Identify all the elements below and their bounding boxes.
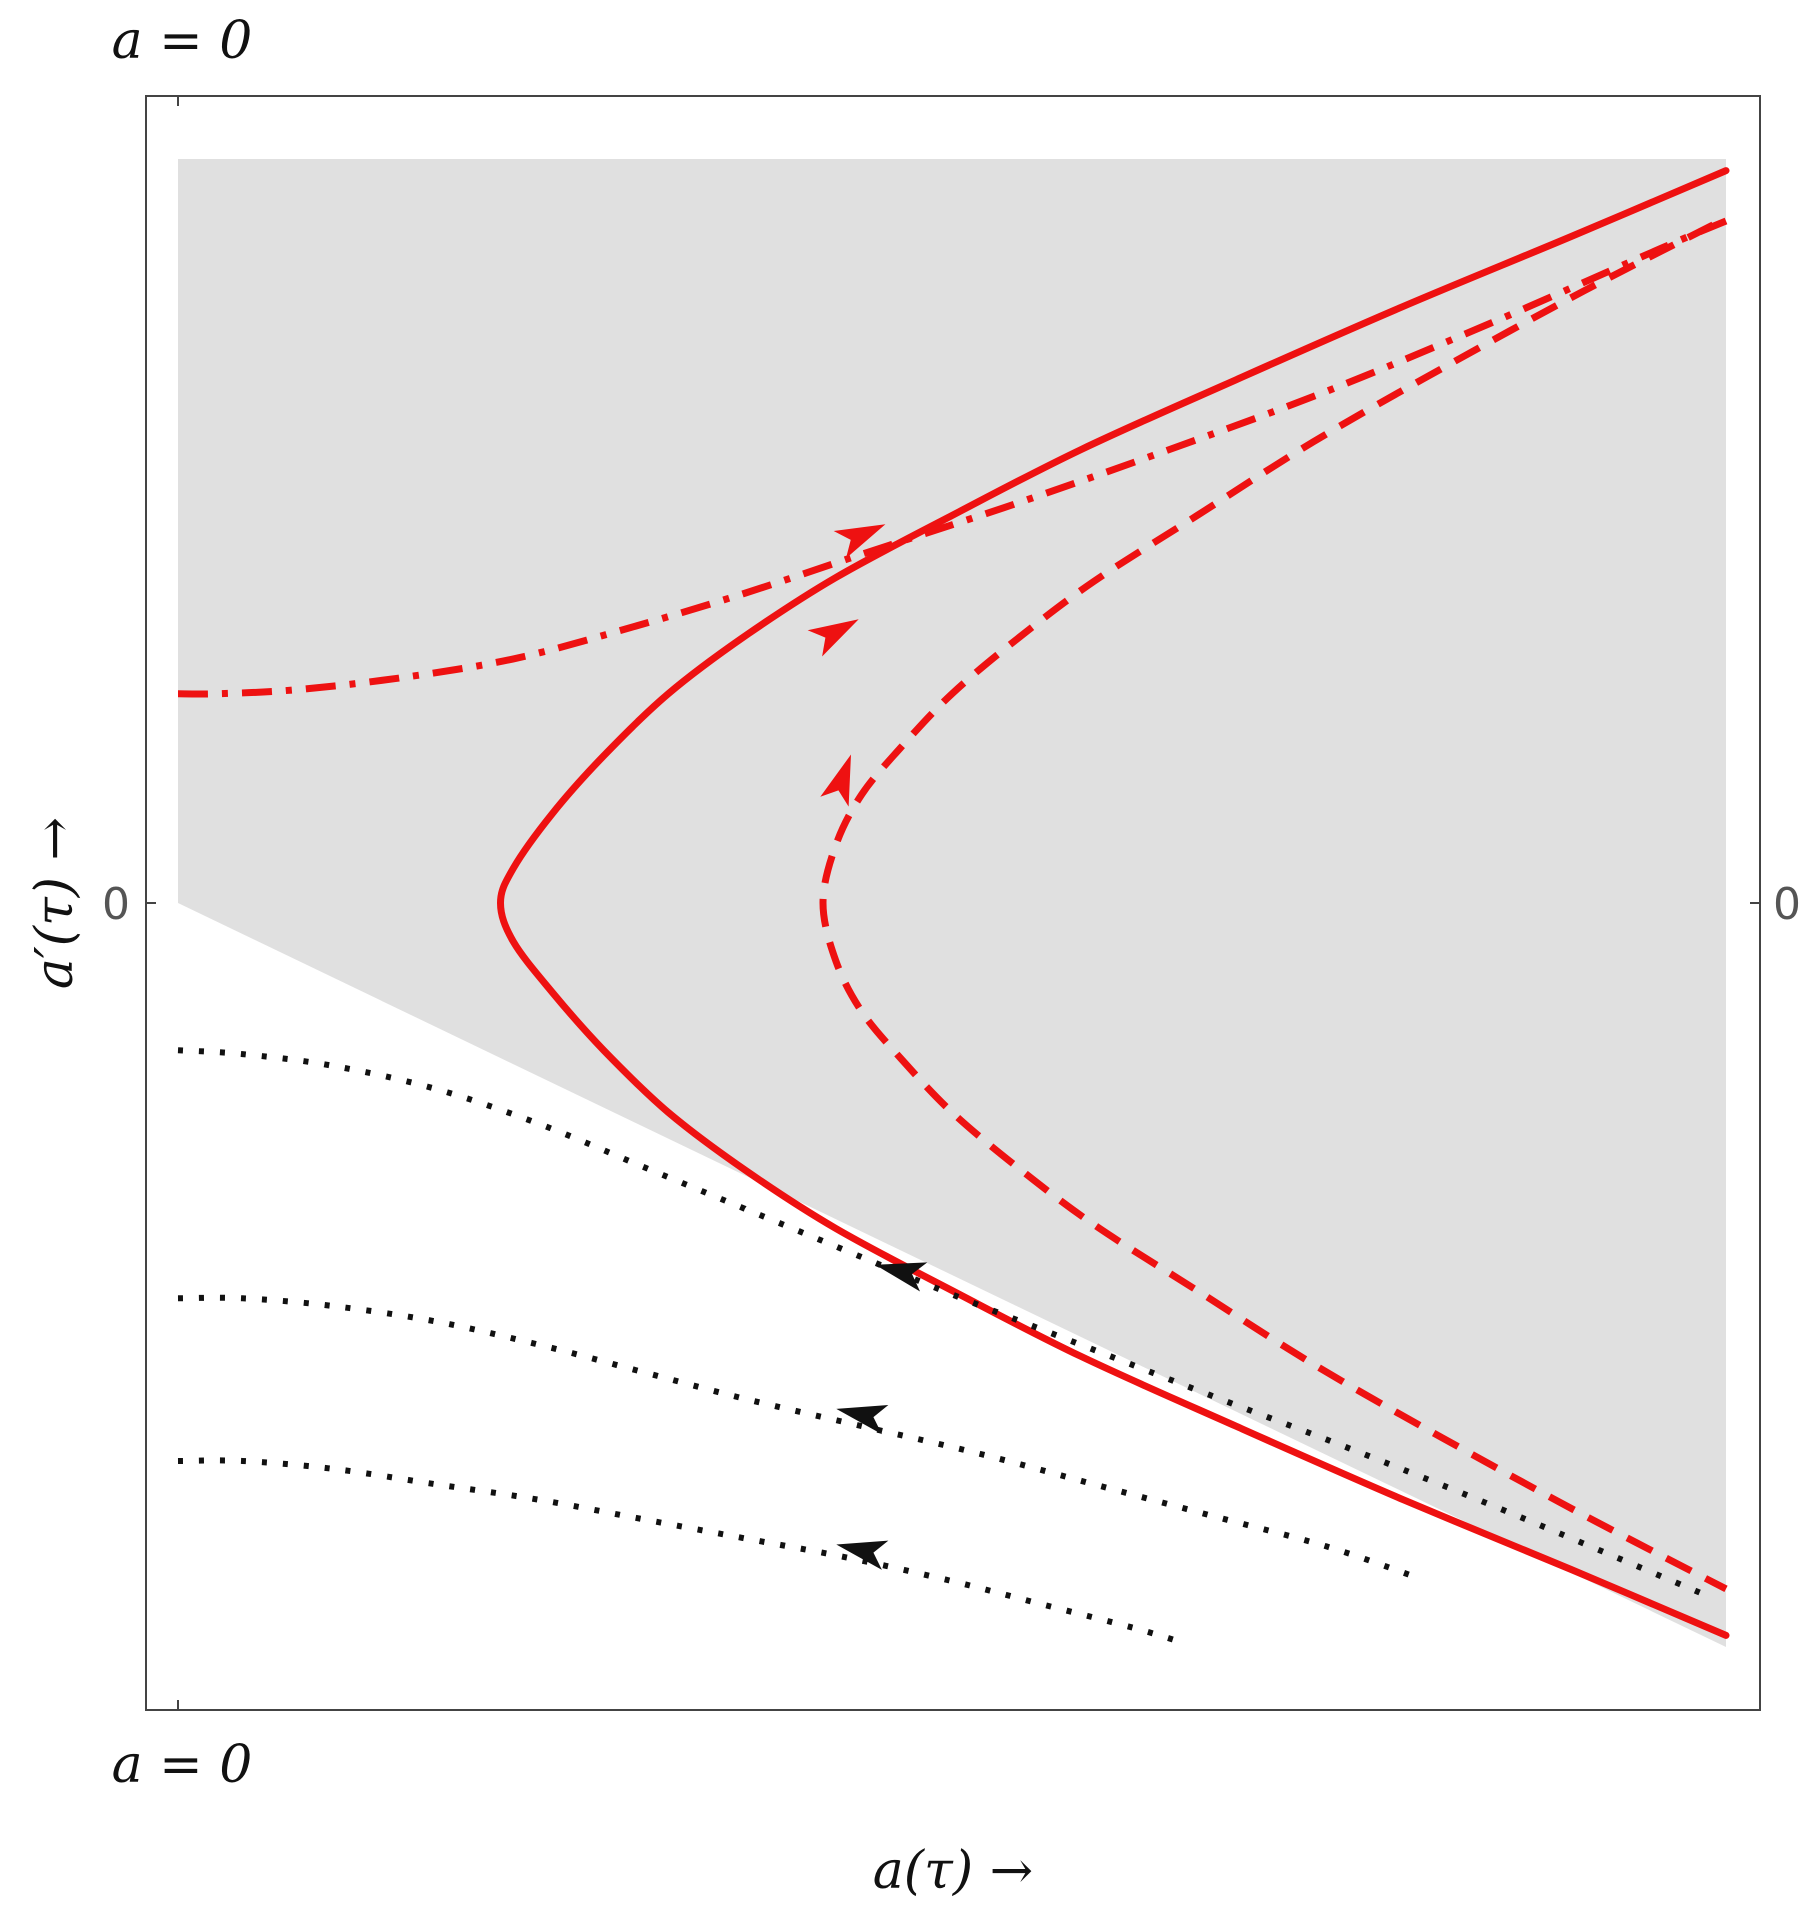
arrow-head-series-1 <box>820 754 851 807</box>
arrow-head-series-2 <box>833 524 886 559</box>
x-axis-label: a(τ) → <box>873 1841 1033 1901</box>
y-tick-label-right: 0 <box>1773 879 1800 930</box>
arrow-head-series-4 <box>836 1405 889 1435</box>
series-dashdot-2 <box>177 217 1728 698</box>
y-tick-label-left: 0 <box>102 879 130 930</box>
series-dashed-1 <box>819 221 1728 1593</box>
series-layer <box>177 167 1730 1646</box>
arrow-head-series-3 <box>875 1262 928 1292</box>
shaded-region-layer <box>178 159 1726 1647</box>
series-solid-0 <box>497 167 1730 1639</box>
shaded-region <box>178 159 1726 1647</box>
series-dotted-5 <box>177 1457 1186 1646</box>
corner-label-bottom: a = 0 <box>112 1735 253 1795</box>
corner-label-top: a = 0 <box>112 11 253 71</box>
y-axis-label: a′(τ) → <box>25 817 85 989</box>
arrow-head-series-5 <box>836 1540 889 1570</box>
arrow-head-series-0 <box>807 619 859 657</box>
arrow-layer <box>807 524 928 1570</box>
